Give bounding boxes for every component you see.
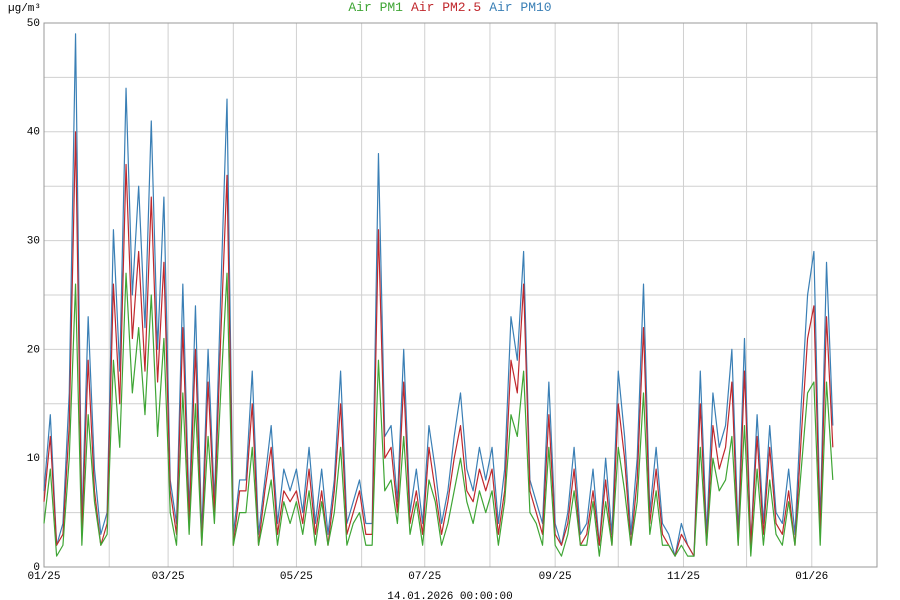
x-tick-label: 01/26 xyxy=(795,571,828,583)
y-axis-label: µg/m³ xyxy=(8,3,41,15)
y-tick-label: 0 xyxy=(33,562,40,574)
data-line xyxy=(43,272,834,557)
y-tick-label: 10 xyxy=(27,453,40,465)
y-tick-label: 20 xyxy=(27,344,40,356)
y-tick-label: 40 xyxy=(27,127,40,139)
y-tick-label: 30 xyxy=(27,236,40,248)
data-line xyxy=(43,33,834,557)
x-tick-label: 11/25 xyxy=(667,571,700,583)
legend: Air PM1 Air PM2.5 Air PM10 xyxy=(348,0,551,15)
x-tick-label: 07/25 xyxy=(408,571,441,583)
plot-frame xyxy=(43,22,878,568)
x-tick-label: 05/25 xyxy=(280,571,313,583)
x-tick-label: 01/25 xyxy=(27,571,60,583)
x-tick-label: 03/25 xyxy=(152,571,185,583)
y-tick-label: 50 xyxy=(27,18,40,30)
legend-entry: Air PM1 xyxy=(348,0,403,15)
x-axis-label: 14.01.2026 00:00:00 xyxy=(387,591,512,600)
legend-entry: Air PM10 xyxy=(489,0,551,15)
legend-entry: Air PM2.5 xyxy=(411,0,481,15)
data-line xyxy=(43,131,834,557)
x-tick-label: 09/25 xyxy=(539,571,572,583)
